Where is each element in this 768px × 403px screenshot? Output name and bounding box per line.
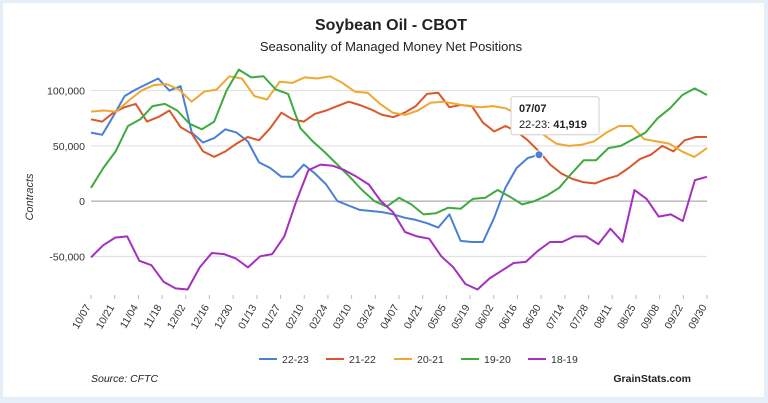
- x-tick-label: 01/13: [236, 302, 260, 331]
- chart-title: Soybean Oil - CBOT: [315, 17, 467, 34]
- x-tick-label: 11/04: [118, 302, 141, 330]
- series-line-21-22: [90, 91, 707, 185]
- line-chart: Soybean Oil - CBOT Seasonality of Manage…: [24, 17, 710, 385]
- series-line-22-23: [90, 77, 540, 243]
- tooltip-box: [510, 96, 600, 136]
- series-lines: [90, 68, 708, 291]
- data-tooltip: 07/07 22-23: 41,919: [510, 96, 600, 160]
- x-tick-label: 08/25: [615, 302, 639, 331]
- chart-subtitle: Seasonality of Managed Money Net Positio…: [260, 39, 523, 54]
- x-tick-label: 10/07: [70, 302, 94, 331]
- legend-label-20-21[interactable]: 20-21: [417, 354, 444, 366]
- brand-credit: GrainStats.com: [613, 373, 691, 385]
- x-tick-label: 09/22: [662, 302, 686, 331]
- x-tick-label: 09/08: [639, 302, 663, 331]
- chart-card: Soybean Oil - CBOT Seasonality of Manage…: [3, 3, 764, 397]
- tooltip-value: 22-23: 41,919: [519, 119, 587, 131]
- x-tick-label: 12/02: [165, 302, 189, 331]
- x-tick-label: 04/21: [402, 302, 426, 331]
- x-tick-label: 04/07: [378, 302, 402, 331]
- x-tick-label: 05/05: [425, 302, 449, 331]
- legend-label-22-23[interactable]: 22-23: [282, 354, 309, 366]
- series-line-19-20: [90, 68, 708, 216]
- x-tick-label: 02/24: [307, 302, 331, 331]
- x-tick-label: 07/28: [568, 302, 592, 331]
- x-tick-label: 01/27: [260, 302, 284, 331]
- x-tick-label: 06/02: [473, 302, 497, 331]
- x-tick-label: 06/30: [520, 302, 544, 331]
- legend-label-19-20[interactable]: 19-20: [484, 354, 511, 366]
- x-axis-ticks: 10/07 10/21 11/04 11/18 12/02 12/16 12/30 01/13…: [70, 295, 710, 331]
- x-tick-label: 09/30: [686, 302, 710, 331]
- tooltip-point[interactable]: [534, 150, 544, 160]
- y-tick-label: 0: [79, 196, 85, 208]
- series-line-18-19: [90, 163, 708, 291]
- x-tick-label: 02/10: [283, 302, 307, 331]
- y-tick-label: 50,000: [53, 141, 85, 153]
- y-axis-label: Contracts: [24, 173, 36, 221]
- y-tick-label: -50,000: [49, 251, 85, 263]
- series-line-20-21: [90, 75, 708, 158]
- x-tick-label: 11/18: [142, 302, 165, 330]
- x-tick-label: 05/19: [449, 302, 473, 331]
- y-tick-label: 100,000: [47, 86, 85, 98]
- source-note: Source: CFTC: [91, 373, 159, 385]
- legend-label-21-22[interactable]: 21-22: [349, 354, 376, 366]
- x-tick-label: 03/24: [354, 302, 378, 331]
- x-tick-label: 03/10: [331, 302, 355, 331]
- x-tick-label: 12/30: [212, 302, 236, 331]
- x-tick-label: 10/21: [94, 302, 118, 331]
- x-tick-label: 07/14: [544, 302, 568, 331]
- gridlines: [91, 90, 707, 257]
- y-axis-ticks: -50,000 0 50,000 100,000: [47, 86, 85, 264]
- legend: 22-23 21-22 20-21 19-20 18-19: [259, 354, 578, 366]
- tooltip-date: 07/07: [519, 103, 547, 115]
- x-tick-label: 06/16: [497, 302, 521, 331]
- x-tick-label: 12/16: [189, 302, 213, 331]
- legend-label-18-19[interactable]: 18-19: [551, 354, 578, 366]
- x-tick-label: 08/11: [592, 302, 615, 330]
